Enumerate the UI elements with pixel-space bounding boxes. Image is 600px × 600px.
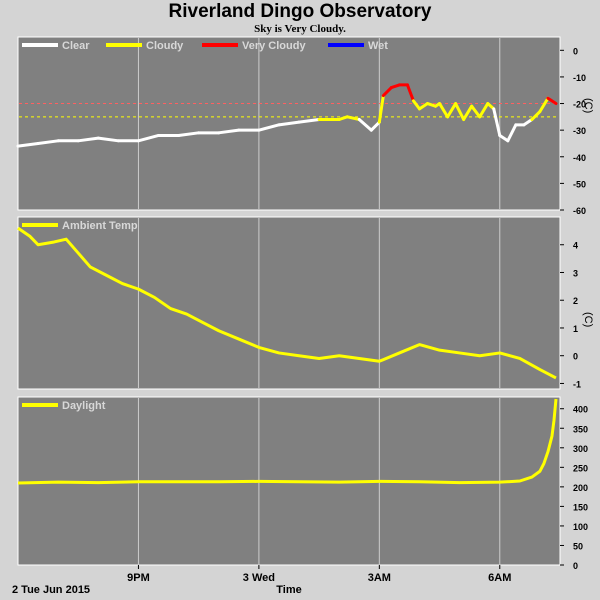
y-tick-label: 0: [573, 352, 578, 362]
ambient-panel-bg: [17, 216, 561, 390]
x-tick-label: 3AM: [368, 572, 391, 584]
y-tick-label: 350: [573, 424, 588, 434]
y-tick-label: 400: [573, 405, 588, 415]
sky-temp-segment: [177, 131, 201, 137]
y-tick-label: 0: [573, 561, 578, 571]
y-tick-label: 200: [573, 483, 588, 493]
y-tick-label: -30: [573, 126, 586, 136]
sky-temp-segment: [136, 133, 161, 143]
date-label: 2 Tue Jun 2015: [12, 584, 90, 596]
sky-temp-segment: [345, 115, 361, 122]
sky-temp-segment: [76, 136, 100, 143]
sky-temp-segment: [506, 123, 518, 143]
ambient-temp-line: [17, 226, 557, 380]
y-tick-label: -50: [573, 179, 586, 189]
sky-status: Sky is Very Cloudy.: [254, 23, 346, 35]
y-tick-label: 0: [573, 46, 578, 56]
daylight-line: [17, 398, 558, 485]
sky-temp-segment: [454, 102, 466, 122]
y-tick-label: 4: [573, 241, 578, 251]
y-tick-label: 2: [573, 296, 578, 306]
sky-temp-segment: [462, 104, 474, 122]
sky-temp-segment: [16, 141, 40, 148]
sky-temp-segment: [297, 118, 321, 124]
y-tick-label: 3: [573, 268, 578, 278]
sky-temp-segment: [96, 136, 120, 143]
sky-temp-segment: [369, 120, 381, 132]
page-title: Riverland Dingo Observatory: [168, 1, 432, 22]
y-tick-label: -60: [573, 206, 586, 216]
sky-ylabel: (C): [582, 98, 594, 113]
sky-temp-segment: [546, 96, 558, 106]
sky-temp-segment: [217, 128, 241, 135]
sky-temp-segment: [357, 118, 373, 132]
sky-temp-panel: Clear Cloudy Very Cloudy Wet 0 -10 -20 -30 -40 -…: [16, 36, 594, 216]
ambient-temp-panel: Ambient Temp 4 3 2 1 0 -1 (C): [17, 216, 594, 390]
legend-label: Cloudy: [146, 40, 184, 52]
legend-label: Clear: [62, 40, 90, 52]
sky-temp-segment: [498, 133, 510, 143]
x-tick-label: 6AM: [488, 572, 511, 584]
y-tick-label: 250: [573, 463, 588, 473]
sky-temp-segment: [405, 83, 415, 103]
sky-temp-segment: [538, 96, 550, 114]
legend-label: Very Cloudy: [242, 40, 306, 52]
y-tick-label: 300: [573, 444, 588, 454]
sky-temp-segment: [470, 104, 482, 119]
sky-temp-segment: [377, 94, 385, 124]
y-tick-label: -1: [573, 379, 581, 389]
legend-label: Ambient Temp: [62, 220, 138, 232]
sky-temp-segment: [277, 120, 301, 127]
y-tick-label: 100: [573, 522, 588, 532]
legend-label: Daylight: [62, 400, 106, 412]
x-tick-label: 3 Wed: [243, 572, 275, 584]
x-tick-label: 9PM: [127, 572, 150, 584]
sky-temp-segment: [438, 102, 450, 119]
y-tick-label: 1: [573, 324, 578, 334]
sky-temp-segment: [530, 110, 542, 122]
sky-temp-segment: [36, 139, 60, 145]
daylight-panel: Daylight 400 350 300 250 200 150 100 50 0 9PM 3 W…: [17, 396, 588, 584]
sky-temp-segment: [381, 86, 393, 98]
sky-temp-segment: [257, 123, 281, 132]
y-tick-label: 50: [573, 541, 583, 551]
sky-temp-segment: [417, 102, 430, 111]
sky-temp-segment: [492, 107, 502, 137]
legend-label: Wet: [368, 40, 388, 52]
x-axis-label: Time: [276, 584, 301, 596]
y-tick-label: 150: [573, 502, 588, 512]
sky-temp-segment: [522, 118, 534, 127]
ambient-ylabel: (C): [582, 312, 594, 327]
sky-temp-segment: [478, 102, 490, 119]
sky-temp-segment: [446, 102, 458, 119]
y-tick-label: -10: [573, 73, 586, 83]
y-tick-label: -20: [573, 100, 586, 110]
sky-temp-segment: [411, 99, 421, 111]
y-tick-label: -40: [573, 153, 586, 163]
